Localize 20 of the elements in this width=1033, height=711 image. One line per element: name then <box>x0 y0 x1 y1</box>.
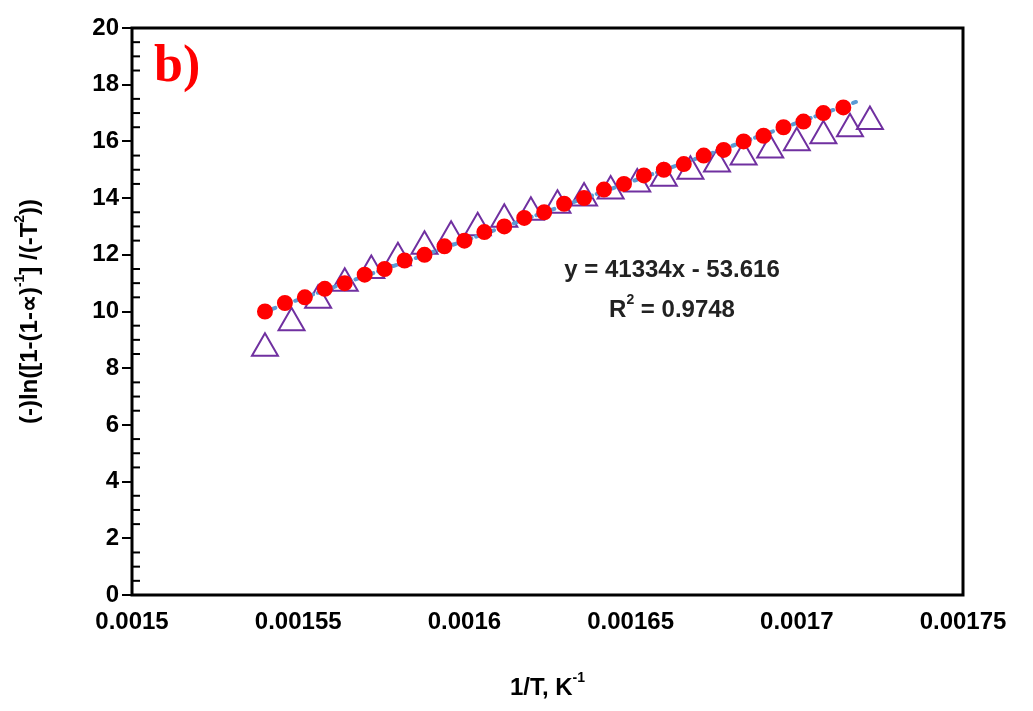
y-tick-label: 14 <box>92 182 120 210</box>
x-tick-label: 0.00175 <box>919 607 1007 635</box>
annotation: b) <box>154 35 201 94</box>
y-tick-label: 8 <box>105 352 119 380</box>
x-tick-label: 0.0017 <box>760 607 834 635</box>
y-tick-label: 12 <box>92 239 119 267</box>
y-tick-label: 6 <box>105 409 119 437</box>
x-tick-label: 0.00155 <box>254 607 342 635</box>
x-tick-label: 0.0016 <box>427 607 502 635</box>
y-tick-label: 18 <box>92 69 119 97</box>
x-tick-label: 0.0015 <box>95 607 169 635</box>
y-tick-label: 2 <box>105 522 119 550</box>
y-axis-title: (-)ln([1-(1-∝)-1] /(-T2)) <box>11 198 42 425</box>
y-tick-label: 10 <box>92 296 119 324</box>
y-tick-label: 20 <box>92 12 119 40</box>
x-tick-label: 0.00165 <box>587 607 674 635</box>
y-tick-label: 4 <box>105 466 120 494</box>
annotation: y = 41334x - 53.616 <box>564 254 780 282</box>
y-tick-label: 0 <box>105 579 119 607</box>
y-tick-label: 16 <box>92 126 119 154</box>
